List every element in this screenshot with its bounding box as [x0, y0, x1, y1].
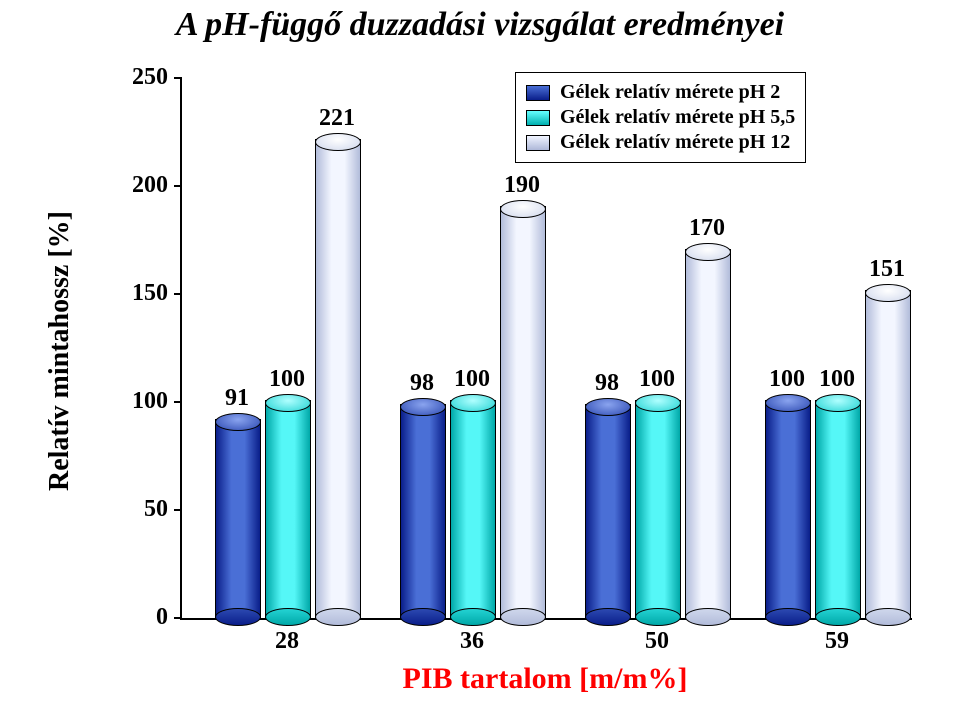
bar-ph2: 98: [585, 406, 629, 618]
legend-item: Gélek relatív mérete pH 12: [526, 131, 795, 154]
bar-ph55: 100: [635, 402, 679, 618]
bar-value-label: 100: [819, 366, 855, 393]
bar-value-label: 100: [639, 366, 675, 393]
bar-ph2: 100: [765, 402, 809, 618]
y-axis-label: Relatív mintahossz [%]: [44, 151, 76, 551]
bar-value-label: 100: [769, 366, 805, 393]
bar-value-label: 190: [504, 172, 540, 199]
legend: Gélek relatív mérete pH 2Gélek relatív m…: [515, 72, 806, 163]
bar-value-label: 98: [410, 370, 434, 397]
bar-value-label: 151: [869, 256, 905, 283]
bar-ph55: 100: [815, 402, 859, 618]
bar-value-label: 100: [269, 366, 305, 393]
bar-ph12: 190: [500, 208, 544, 618]
bar-ph12: 151: [865, 292, 909, 618]
bar-ph12: 221: [315, 141, 359, 618]
bar-ph2: 91: [215, 421, 259, 618]
bar-value-label: 100: [454, 366, 490, 393]
bar-ph55: 100: [450, 402, 494, 618]
bar-value-label: 98: [595, 370, 619, 397]
bar-ph2: 98: [400, 406, 444, 618]
x-axis-label: PIB tartalom [m/m%]: [180, 662, 910, 696]
bar-value-label: 91: [225, 385, 249, 412]
chart-title: A pH-függő duzzadási vizsgálat eredménye…: [0, 6, 960, 44]
bar-value-label: 170: [689, 215, 725, 242]
bar-ph55: 100: [265, 402, 309, 618]
legend-item: Gélek relatív mérete pH 5,5: [526, 106, 795, 129]
bar-value-label: 221: [319, 105, 355, 132]
legend-item: Gélek relatív mérete pH 2: [526, 81, 795, 104]
bar-ph12: 170: [685, 251, 729, 618]
